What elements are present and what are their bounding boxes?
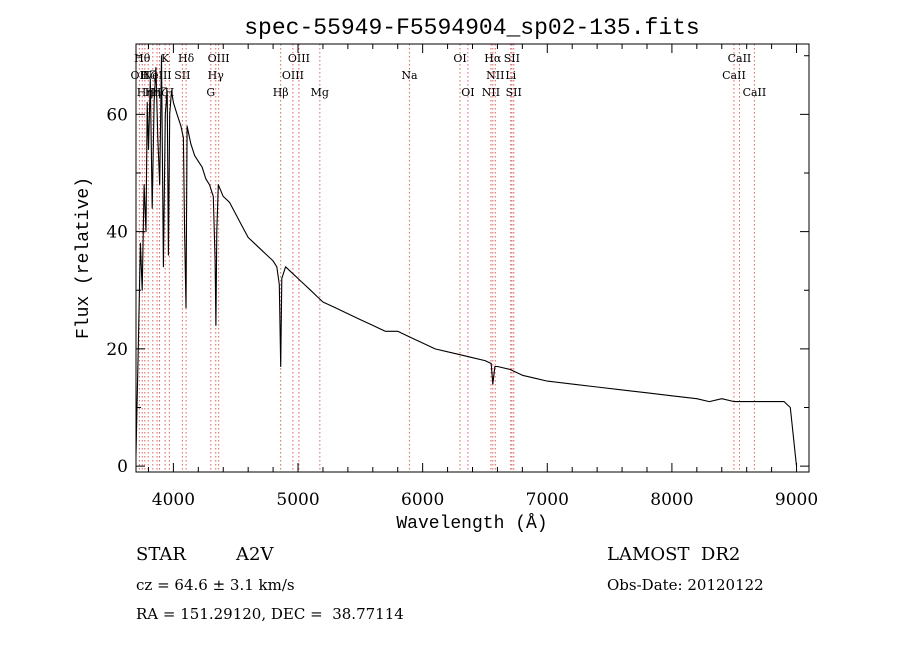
spectral-line-labels: OIIHθHηHζHηNeIIIHζKHSIIHδGHγOIIIHβOIIIOI…	[131, 52, 767, 99]
x-tick-label: 5000	[276, 490, 319, 510]
line-marker-label: SII	[174, 69, 190, 82]
line-marker-label: OIII	[288, 52, 310, 65]
line-marker-label: Hα	[484, 52, 502, 65]
line-marker-label: OI	[461, 86, 474, 99]
x-tick-label: 4000	[152, 490, 195, 510]
redshift-text: cz = 64.6 ± 3.1 km/s	[136, 576, 295, 594]
coordinates-text: RA = 151.29120, DEC = 38.77114	[136, 605, 404, 623]
object-class: STAR	[136, 544, 186, 565]
line-marker-label: Hη	[137, 86, 153, 99]
line-marker-label: Hθ	[134, 52, 151, 65]
x-axis-label: Wavelength (Å)	[396, 513, 547, 534]
line-marker-label: H	[165, 86, 175, 99]
chart-title: spec-55949-F5594904_sp02-135.fits	[244, 15, 699, 41]
survey-name: LAMOST DR2	[607, 544, 740, 565]
line-marker-label: Hγ	[208, 69, 225, 82]
line-marker-label: SII	[504, 52, 520, 65]
line-marker-label: Hζ	[140, 69, 156, 82]
line-marker-label: OII	[131, 69, 149, 82]
line-marker-label: Mg	[311, 86, 329, 99]
line-marker-label: CaII	[728, 52, 752, 65]
spectral-line-markers	[138, 44, 755, 472]
y-tick-label: 40	[106, 223, 128, 243]
y-axis-ticks: 0 20 40 60	[106, 55, 809, 477]
line-marker-label: Hζ	[152, 86, 168, 99]
plot-frame	[135, 43, 810, 473]
y-axis-label: Flux (relative)	[74, 177, 94, 339]
x-tick-label: 6000	[401, 490, 444, 510]
spectrum-series-line	[135, 55, 798, 467]
line-marker-label: K	[161, 52, 170, 65]
line-marker-label: Hδ	[178, 52, 195, 65]
line-marker-label: CaII	[743, 86, 767, 99]
line-marker-label: NII	[482, 86, 500, 99]
spectral-subclass: A2V	[235, 544, 274, 565]
x-tick-label: 8000	[650, 490, 693, 510]
line-marker-label: OIII	[282, 69, 304, 82]
y-tick-label: 20	[106, 340, 128, 360]
obs-date-text: Obs-Date: 20120122	[607, 576, 764, 594]
line-marker-label: Na	[401, 69, 418, 82]
x-tick-label: 7000	[526, 490, 569, 510]
y-tick-label: 0	[117, 457, 128, 477]
x-tick-label: 9000	[775, 490, 818, 510]
x-axis-ticks: 4000 5000 6000 7000 8000 9000	[147, 44, 818, 510]
line-marker-label: OI	[453, 52, 466, 65]
line-marker-label: SII	[506, 86, 522, 99]
line-marker-label: NII	[486, 69, 504, 82]
line-marker-label: CaII	[722, 69, 746, 82]
y-tick-label: 60	[106, 105, 128, 125]
line-marker-label: G	[206, 86, 215, 99]
line-marker-label: Li	[505, 69, 516, 82]
line-marker-label: Hβ	[273, 86, 289, 99]
line-marker-label: NeIII	[142, 69, 171, 82]
line-marker-label: OIII	[208, 52, 230, 65]
